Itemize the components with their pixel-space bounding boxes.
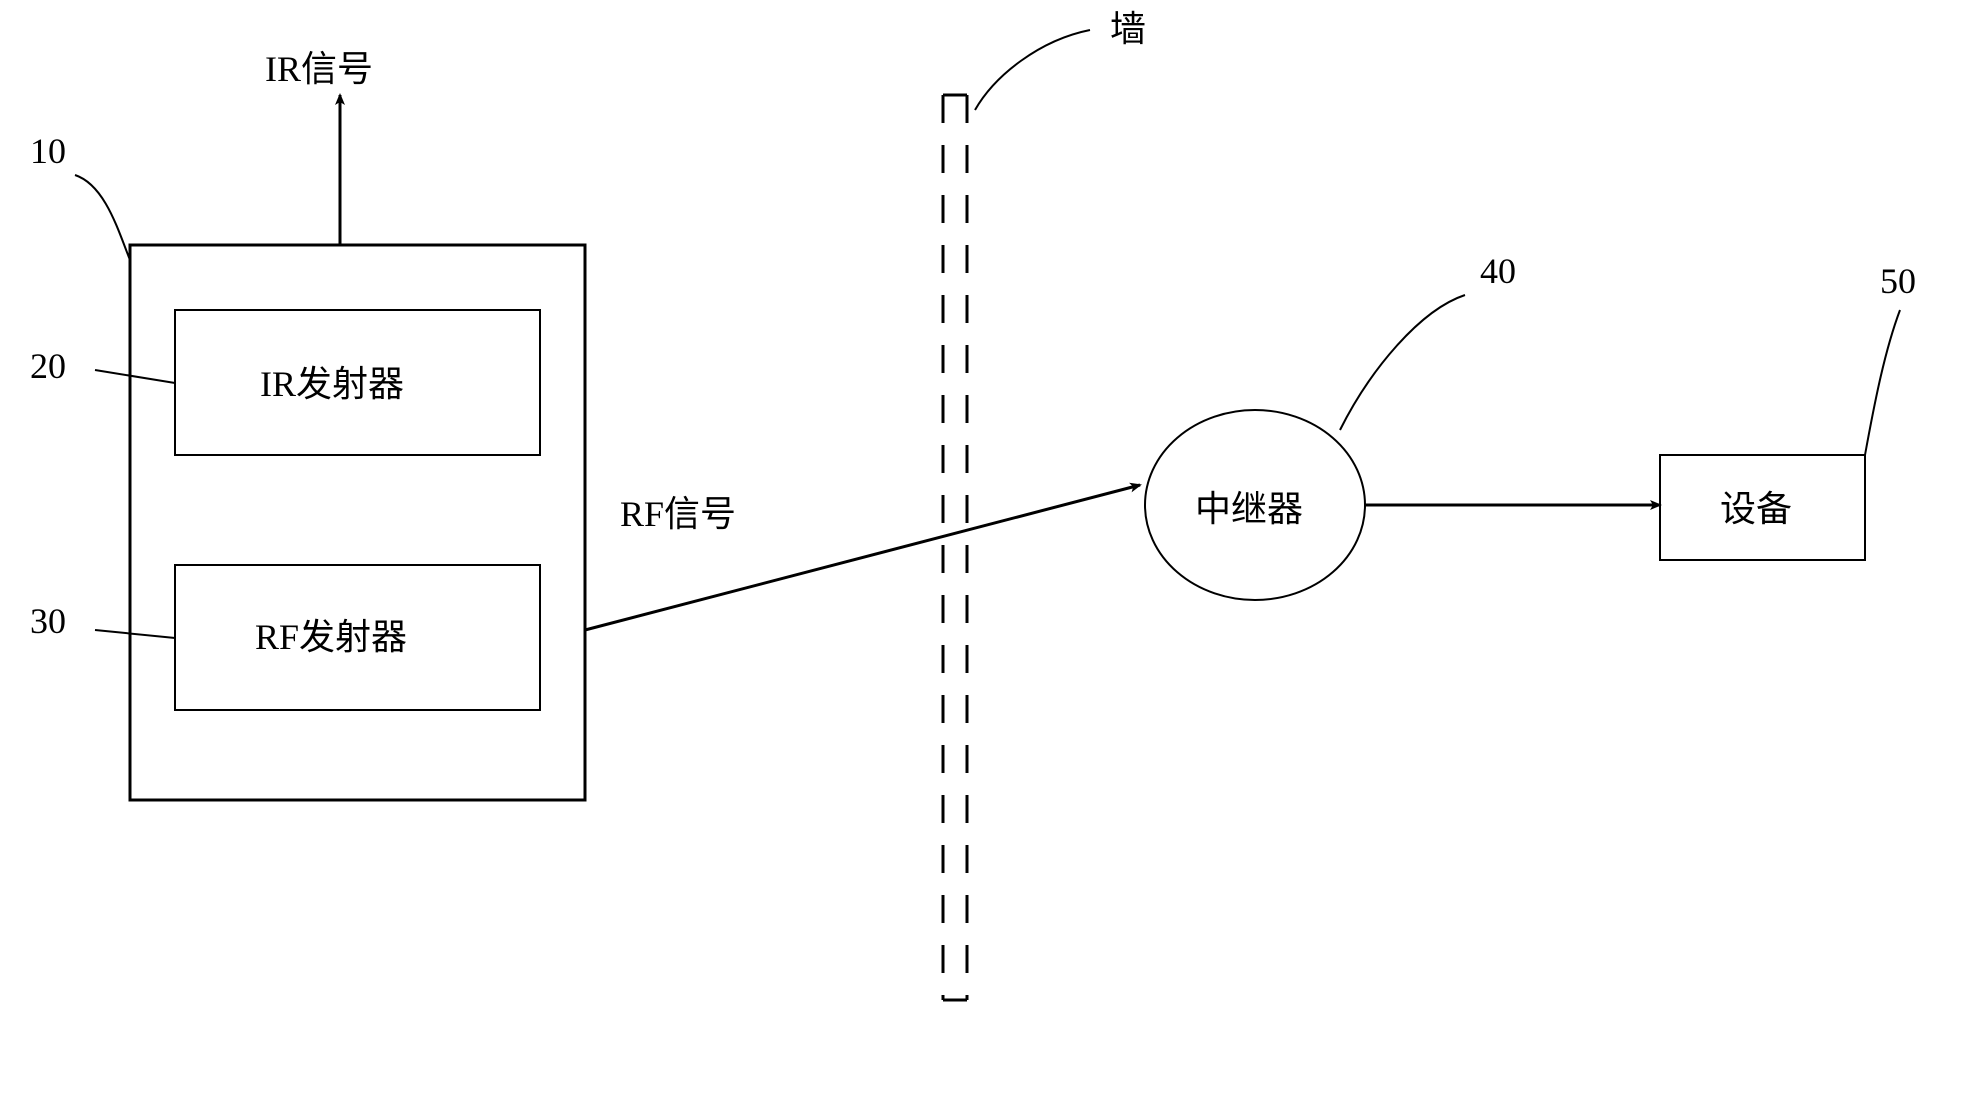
leader-40 bbox=[1340, 295, 1465, 430]
diagram-svg bbox=[0, 0, 1974, 1116]
leader-wall bbox=[975, 30, 1090, 110]
diagram-canvas: { "type": "flowchart", "background_color… bbox=[0, 0, 1974, 1116]
ref-50-label: 50 bbox=[1880, 260, 1916, 302]
rf-transmitter-label: RF发射器 bbox=[255, 608, 407, 660]
leader-20 bbox=[95, 370, 175, 383]
leader-10 bbox=[75, 175, 130, 260]
ref-20-label: 20 bbox=[30, 345, 66, 387]
rf-signal-label: RF信号 bbox=[620, 485, 736, 537]
ref-40-label: 40 bbox=[1480, 250, 1516, 292]
ir-signal-label: IR信号 bbox=[265, 40, 373, 92]
ref-30-label: 30 bbox=[30, 600, 66, 642]
remote-box bbox=[130, 245, 585, 800]
relay-label: 中继器 bbox=[1195, 480, 1303, 532]
ref-10-label: 10 bbox=[30, 130, 66, 172]
ir-transmitter-label: IR发射器 bbox=[260, 355, 404, 407]
leader-50 bbox=[1865, 310, 1900, 455]
wall-label: 墙 bbox=[1110, 0, 1146, 52]
leader-30 bbox=[95, 630, 175, 638]
device-label: 设备 bbox=[1720, 480, 1792, 532]
